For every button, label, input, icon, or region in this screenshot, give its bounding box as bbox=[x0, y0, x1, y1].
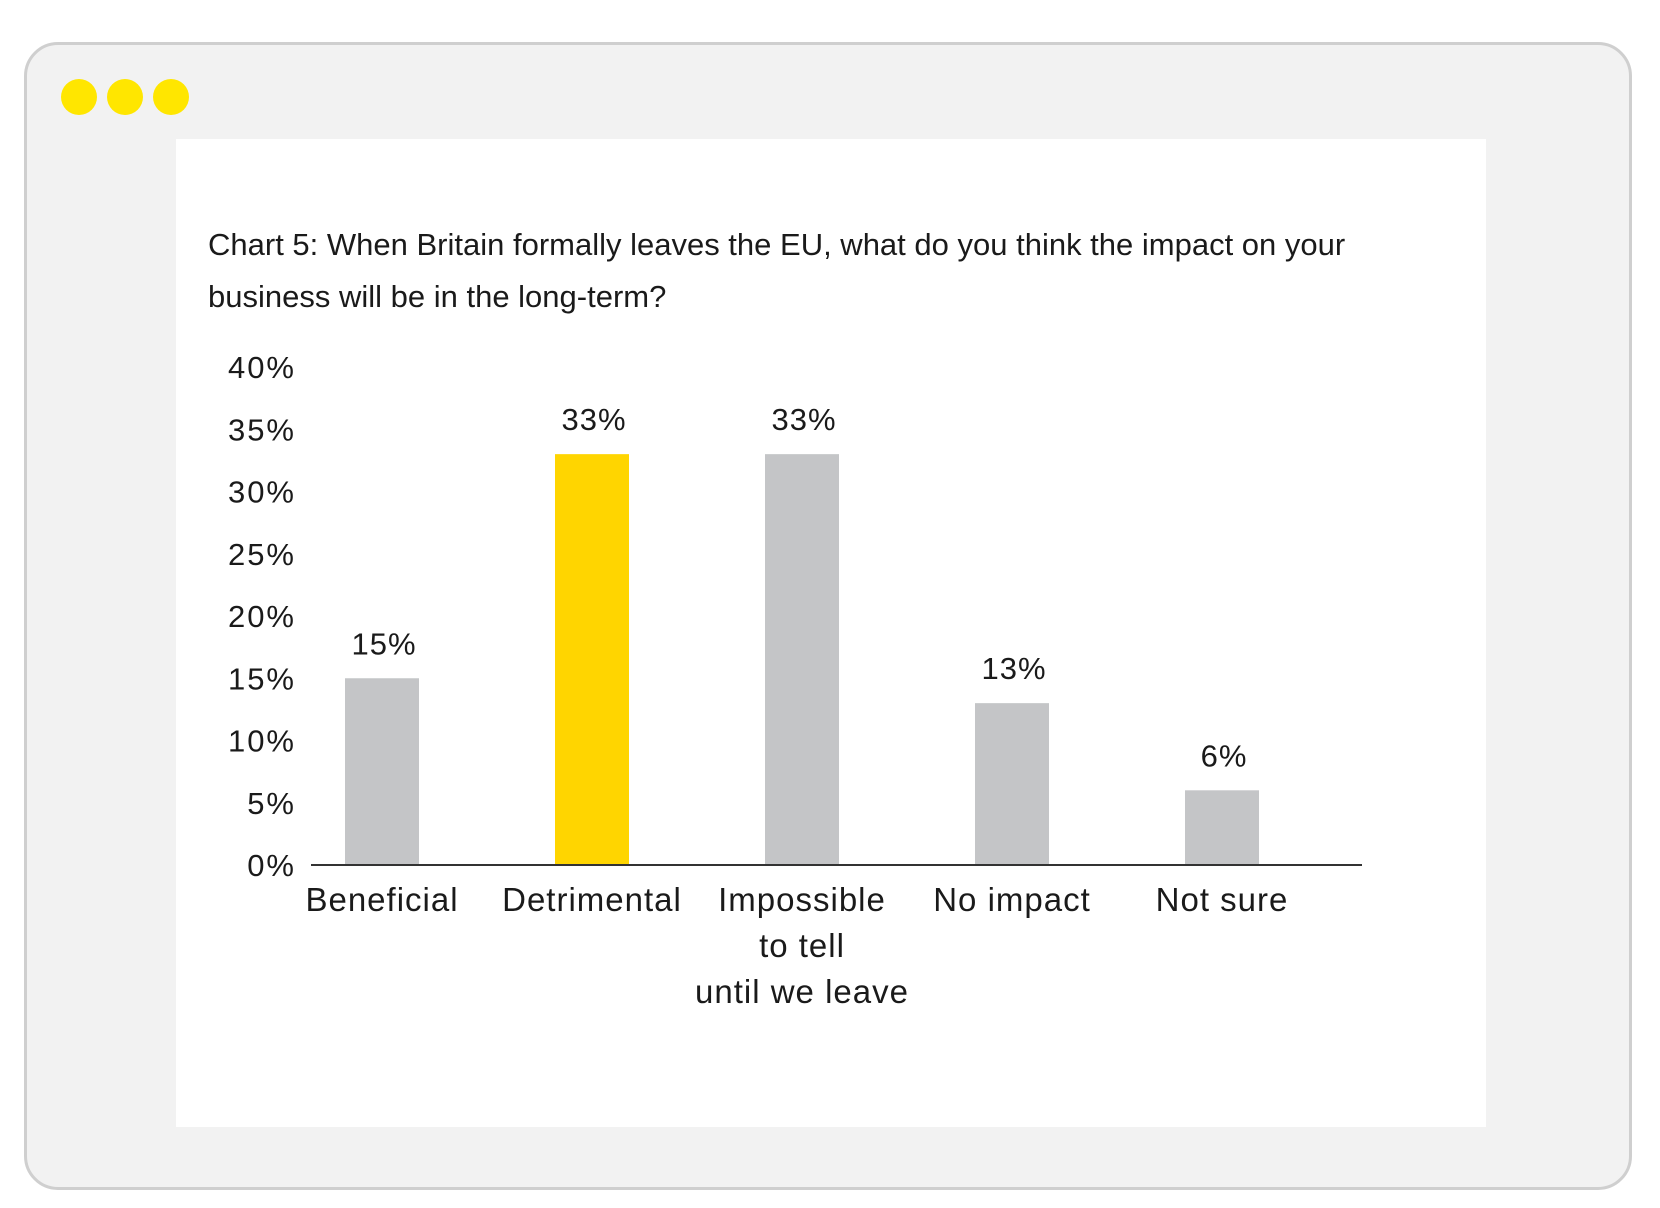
bar-chart: 0% 5% 10% 15% 20% 25% 30% 35% 40% 15% Beneficial 33… bbox=[228, 350, 1362, 1010]
data-label: 13% bbox=[981, 651, 1046, 686]
data-label: 33% bbox=[561, 402, 626, 437]
y-tick-label: 5% bbox=[247, 786, 296, 821]
y-tick-label: 20% bbox=[228, 599, 296, 634]
bar bbox=[765, 454, 839, 865]
bar bbox=[1185, 790, 1259, 865]
category-label: Beneficial bbox=[305, 881, 458, 918]
window-dot-2 bbox=[107, 79, 143, 115]
window-frame: Chart 5: When Britain formally leaves th… bbox=[24, 42, 1632, 1190]
category-label-line: No impact bbox=[933, 881, 1091, 918]
category-label: No impact bbox=[933, 881, 1091, 918]
window-dot-1 bbox=[61, 79, 97, 115]
category-label: Impossible to tell until we leave bbox=[695, 881, 909, 1010]
y-tick-label: 0% bbox=[247, 848, 296, 883]
bar bbox=[345, 678, 419, 865]
chart-title: Chart 5: When Britain formally leaves th… bbox=[208, 227, 1346, 314]
category-label-line: Not sure bbox=[1156, 881, 1289, 918]
y-tick-label: 10% bbox=[228, 724, 296, 759]
bar bbox=[555, 454, 629, 865]
y-tick-label: 30% bbox=[228, 475, 296, 510]
y-tick-label: 25% bbox=[228, 537, 296, 572]
y-tick-label: 40% bbox=[228, 350, 296, 385]
category-label-line: Beneficial bbox=[305, 881, 458, 918]
data-label: 33% bbox=[771, 402, 836, 437]
y-tick-label: 15% bbox=[228, 661, 296, 696]
data-label: 15% bbox=[351, 626, 416, 661]
category-label: Not sure bbox=[1156, 881, 1289, 918]
category-label-line: to tell bbox=[759, 927, 845, 964]
window-dot-3 bbox=[153, 79, 189, 115]
category-label-line: Impossible bbox=[718, 881, 886, 918]
chart-panel: Chart 5: When Britain formally leaves th… bbox=[176, 139, 1486, 1127]
category-label-line: Detrimental bbox=[502, 881, 682, 918]
data-label: 6% bbox=[1201, 738, 1248, 773]
category-label-line: until we leave bbox=[695, 973, 909, 1010]
y-tick-label: 35% bbox=[228, 412, 296, 447]
category-label: Detrimental bbox=[502, 881, 682, 918]
bar bbox=[975, 703, 1049, 865]
